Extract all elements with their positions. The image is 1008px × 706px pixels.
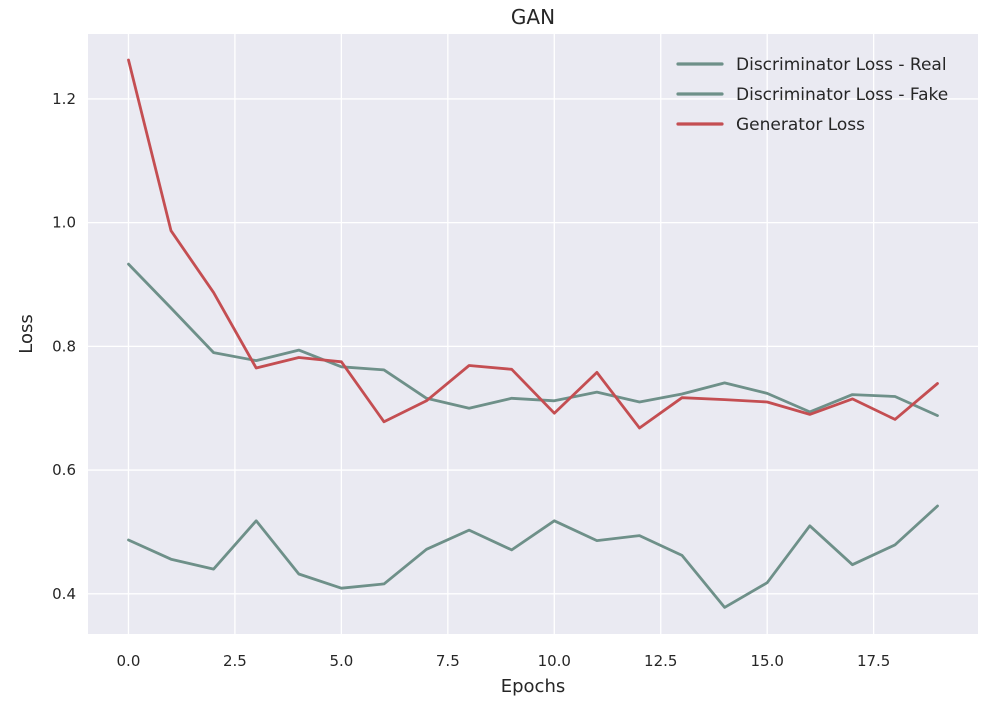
- y-axis-label: Loss: [16, 314, 37, 353]
- series-line-generator-loss: [127, 58, 939, 430]
- chart-title: GAN: [511, 5, 555, 29]
- legend-label-generator-loss: Generator Loss: [736, 115, 865, 135]
- y-tick-label: 0.8: [52, 337, 76, 355]
- x-tick-label: 2.5: [223, 652, 247, 670]
- x-tick-label: 17.5: [857, 652, 890, 670]
- x-tick-label: 5.0: [329, 652, 353, 670]
- x-tick-label: 0.0: [117, 652, 141, 670]
- legend: Discriminator Loss - Real Discriminator L…: [676, 55, 948, 135]
- series-lines: [127, 58, 939, 609]
- series-line-discriminator-loss-real: [127, 504, 939, 609]
- series-line-discriminator-loss-fake: [127, 262, 939, 418]
- x-tick-labels: 0.0 2.5 5.0 7.5 10.0 12.5 15.0 17.5: [117, 652, 891, 670]
- x-tick-label: 7.5: [436, 652, 460, 670]
- y-tick-label: 1.0: [52, 214, 76, 232]
- x-tick-label: 10.0: [538, 652, 571, 670]
- y-tick-label: 0.6: [52, 461, 76, 479]
- y-tick-label: 0.4: [52, 585, 76, 603]
- grid: [88, 34, 978, 634]
- legend-label-discriminator-loss-fake: Discriminator Loss - Fake: [736, 85, 948, 105]
- x-tick-label: 12.5: [644, 652, 677, 670]
- x-tick-label: 15.0: [751, 652, 784, 670]
- y-tick-label: 1.2: [52, 90, 76, 108]
- x-axis-label: Epochs: [501, 676, 566, 697]
- legend-label-discriminator-loss-real: Discriminator Loss - Real: [736, 55, 947, 75]
- y-tick-labels: 0.4 0.6 0.8 1.0 1.2: [52, 90, 76, 603]
